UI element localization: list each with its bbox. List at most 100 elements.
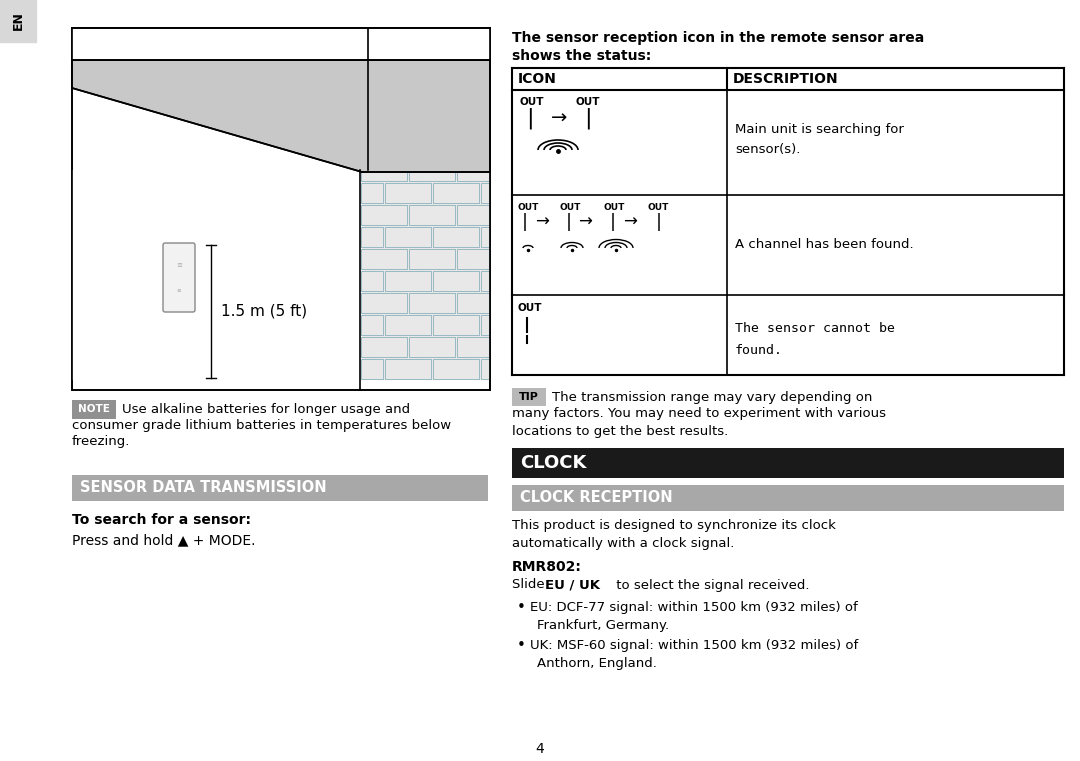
Bar — [457, 205, 489, 225]
Text: The transmission range may vary depending on: The transmission range may vary dependin… — [552, 390, 873, 403]
Bar — [481, 95, 489, 115]
Bar — [433, 139, 480, 159]
Bar — [361, 249, 407, 269]
Bar — [384, 51, 431, 71]
Text: •: • — [517, 600, 526, 614]
Bar — [361, 73, 407, 93]
Text: TIP: TIP — [519, 392, 539, 402]
Text: 4: 4 — [536, 742, 544, 756]
Text: EN: EN — [12, 11, 25, 30]
Bar — [361, 271, 383, 291]
Text: |: | — [522, 213, 528, 231]
Bar — [481, 51, 489, 71]
Bar — [384, 183, 431, 203]
Bar — [409, 337, 455, 357]
Bar — [384, 227, 431, 247]
Text: →: → — [535, 213, 549, 231]
Text: ≡: ≡ — [176, 262, 181, 268]
Text: CLOCK: CLOCK — [519, 454, 586, 472]
Bar — [457, 117, 489, 137]
Bar — [481, 183, 489, 203]
Bar — [360, 28, 490, 380]
Text: to select the signal received.: to select the signal received. — [612, 578, 810, 591]
Text: To search for a sensor:: To search for a sensor: — [72, 513, 251, 527]
Bar — [433, 315, 480, 335]
Bar — [361, 161, 407, 181]
Text: |: | — [656, 213, 662, 231]
Text: OUT: OUT — [604, 202, 625, 212]
Bar — [384, 359, 431, 379]
Text: OUT: OUT — [575, 97, 599, 107]
Bar — [409, 73, 455, 93]
Bar — [361, 183, 383, 203]
Text: Main unit is searching for: Main unit is searching for — [735, 123, 904, 136]
Text: DESCRIPTION: DESCRIPTION — [733, 72, 839, 86]
Bar — [361, 359, 383, 379]
Bar — [512, 388, 546, 406]
Bar — [361, 293, 407, 313]
Text: Press and hold ▲ + MODE.: Press and hold ▲ + MODE. — [72, 533, 256, 547]
Text: OUT: OUT — [519, 97, 544, 107]
Text: EU / UK: EU / UK — [545, 578, 600, 591]
Bar — [409, 293, 455, 313]
Bar — [361, 337, 407, 357]
Text: sensor(s).: sensor(s). — [735, 144, 800, 157]
Bar — [361, 51, 383, 71]
Text: OUT: OUT — [517, 202, 538, 212]
Text: automatically with a clock signal.: automatically with a clock signal. — [512, 537, 734, 549]
Bar — [433, 183, 480, 203]
Bar — [433, 51, 480, 71]
Text: The sensor cannot be: The sensor cannot be — [735, 321, 895, 335]
Bar — [409, 205, 455, 225]
Bar — [72, 475, 488, 501]
Text: Use alkaline batteries for longer usage and: Use alkaline batteries for longer usage … — [122, 403, 410, 416]
Bar — [457, 73, 489, 93]
Text: |: | — [526, 107, 534, 129]
Text: UK: MSF-60 signal: within 1500 km (932 miles) of: UK: MSF-60 signal: within 1500 km (932 m… — [530, 639, 859, 652]
Bar — [72, 28, 490, 390]
Text: shows the status:: shows the status: — [512, 49, 651, 63]
Text: found.: found. — [735, 343, 783, 356]
Text: |: | — [610, 213, 616, 231]
Bar — [433, 95, 480, 115]
Text: Slide: Slide — [512, 578, 549, 591]
Text: locations to get the best results.: locations to get the best results. — [512, 425, 728, 438]
Bar — [384, 139, 431, 159]
Bar — [481, 271, 489, 291]
Bar — [433, 359, 480, 379]
Bar — [361, 205, 407, 225]
Bar — [433, 271, 480, 291]
Bar — [433, 227, 480, 247]
Text: This product is designed to synchronize its clock: This product is designed to synchronize … — [512, 518, 836, 531]
Text: |: | — [584, 107, 592, 129]
Text: →: → — [623, 213, 637, 231]
Text: Anthorn, England.: Anthorn, England. — [537, 658, 657, 670]
Bar — [481, 315, 489, 335]
Text: A channel has been found.: A channel has been found. — [735, 238, 914, 251]
Bar — [481, 359, 489, 379]
Bar — [361, 29, 407, 49]
Text: OUT: OUT — [648, 202, 670, 212]
Text: →: → — [578, 213, 592, 231]
Bar — [457, 161, 489, 181]
Bar — [384, 315, 431, 335]
Bar — [384, 271, 431, 291]
Text: ≡: ≡ — [177, 288, 181, 292]
Polygon shape — [72, 60, 490, 172]
Text: SENSOR DATA TRANSMISSION: SENSOR DATA TRANSMISSION — [80, 480, 326, 495]
Bar — [481, 139, 489, 159]
Bar — [512, 485, 1064, 511]
Bar — [361, 315, 383, 335]
Text: •: • — [517, 638, 526, 654]
Bar — [457, 337, 489, 357]
Text: Frankfurt, Germany.: Frankfurt, Germany. — [537, 619, 670, 632]
Bar — [361, 139, 383, 159]
Bar — [384, 95, 431, 115]
Bar — [457, 293, 489, 313]
Bar — [72, 170, 362, 380]
Text: 1.5 m (5 ft): 1.5 m (5 ft) — [221, 304, 307, 319]
Text: RMR802:: RMR802: — [512, 560, 582, 574]
Text: OUT: OUT — [517, 303, 541, 313]
Bar — [457, 29, 489, 49]
Bar — [409, 249, 455, 269]
